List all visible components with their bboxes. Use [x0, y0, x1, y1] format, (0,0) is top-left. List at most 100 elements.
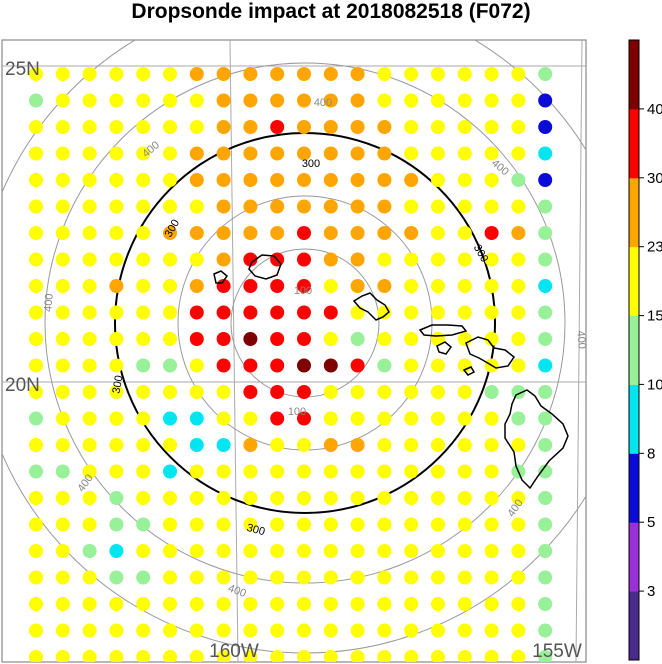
- impact-dot: [457, 146, 472, 161]
- impact-dot: [216, 517, 231, 532]
- impact-dot: [243, 464, 258, 479]
- impact-dot: [270, 120, 285, 134]
- impact-dot: [511, 173, 526, 187]
- impact-dot: [243, 173, 258, 187]
- colorbar-frame: [628, 39, 640, 661]
- impact-dot: [538, 623, 553, 638]
- impact-dot: [243, 491, 258, 505]
- impact-dot: [55, 491, 70, 505]
- impact-dot: [511, 650, 526, 662]
- impact-dot: [55, 544, 70, 558]
- impact-dot: [404, 385, 419, 399]
- impact-dot: [511, 597, 526, 611]
- colorbar-tick-label: 8: [647, 445, 655, 462]
- impact-dot: [216, 650, 231, 662]
- impact-dot: [297, 570, 311, 585]
- impact-dot: [404, 544, 419, 558]
- island-kauai: [248, 254, 282, 280]
- impact-dot: [189, 597, 204, 611]
- impact-dot: [163, 623, 177, 638]
- impact-dot: [189, 173, 204, 187]
- island-niihau: [213, 270, 229, 284]
- impact-dot: [350, 438, 365, 452]
- impact-dot: [216, 570, 231, 585]
- impact-dot: [404, 491, 419, 505]
- impact-dot: [457, 226, 472, 240]
- impact-dot: [189, 411, 204, 426]
- impact-dot: [538, 199, 553, 214]
- impact-dot: [29, 93, 43, 108]
- impact-dot: [511, 491, 526, 505]
- impact-dot: [189, 199, 204, 214]
- impact-dot: [270, 570, 285, 585]
- impact-dot: [377, 332, 392, 346]
- impact-dot: [404, 305, 419, 320]
- impact-dot: [55, 226, 70, 240]
- impact-dot: [109, 252, 124, 267]
- impact-dot: [136, 358, 151, 373]
- impact-dot: [538, 279, 553, 293]
- impact-dot: [484, 279, 499, 293]
- impact-dot: [109, 358, 124, 373]
- impact-dot: [109, 597, 124, 611]
- impact-dot: [55, 358, 70, 373]
- impact-dot: [297, 411, 311, 426]
- impact-dot: [270, 67, 285, 81]
- impact-dot: [243, 146, 258, 161]
- impact-dot: [431, 623, 445, 638]
- impact-dot: [404, 464, 419, 479]
- impact-dot: [377, 120, 392, 134]
- impact-dot: [109, 623, 124, 638]
- colorbar-tick-label: 30: [647, 170, 662, 187]
- impact-dot: [109, 67, 124, 81]
- ring-label-400-north: 400: [314, 97, 332, 109]
- impact-dot: [484, 226, 499, 240]
- impact-dot: [511, 252, 526, 267]
- impact-dot: [350, 597, 365, 611]
- impact-dot: [404, 146, 419, 161]
- impact-dot: [457, 199, 472, 214]
- impact-dot: [29, 199, 43, 214]
- impact-dot: [350, 411, 365, 426]
- impact-dot: [377, 650, 392, 662]
- impact-dot: [136, 385, 151, 399]
- impact-dot: [163, 544, 177, 558]
- impact-dot: [484, 120, 499, 134]
- impact-dot: [163, 385, 177, 399]
- impact-dot: [511, 93, 526, 108]
- impact-dot: [484, 332, 499, 346]
- impact-dot: [323, 464, 338, 479]
- impact-dot: [243, 93, 258, 108]
- impact-dot: [431, 226, 445, 240]
- plot-frame: [1, 39, 587, 663]
- impact-dot: [377, 146, 392, 161]
- impact-dot: [29, 67, 43, 81]
- impact-dot: [457, 597, 472, 611]
- impact-dot: [323, 93, 338, 108]
- impact-dot: [511, 570, 526, 585]
- lon-label-160w: 160W: [209, 641, 259, 662]
- impact-dot: [377, 93, 392, 108]
- impact-dot: [511, 332, 526, 346]
- impact-dot: [136, 120, 151, 134]
- impact-dot: [163, 464, 177, 479]
- impact-dot: [350, 332, 365, 346]
- impact-dot: [55, 411, 70, 426]
- impact-dot: [163, 252, 177, 267]
- impact-dot: [55, 623, 70, 638]
- impact-dot: [163, 438, 177, 452]
- impact-dot: [431, 358, 445, 373]
- impact-dot: [216, 93, 231, 108]
- impact-dot: [431, 279, 445, 293]
- island-kahoolawe: [462, 366, 476, 376]
- impact-dot: [163, 93, 177, 108]
- impact-dot: [297, 146, 311, 161]
- impact-dot: [377, 570, 392, 585]
- ring-label-300-south: 300: [245, 522, 266, 538]
- impact-dot: [297, 597, 311, 611]
- impact-dot: [136, 199, 151, 214]
- impact-dot: [484, 385, 499, 399]
- impact-dot: [55, 332, 70, 346]
- impact-dot: [511, 120, 526, 134]
- impact-dot: [323, 226, 338, 240]
